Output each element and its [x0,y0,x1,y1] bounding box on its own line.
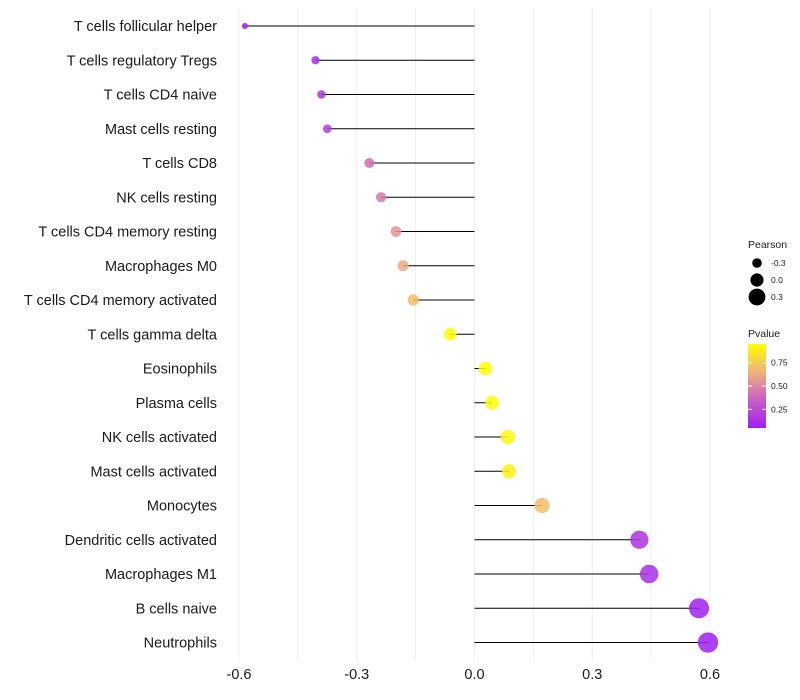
x-tick-label: 0.6 [700,667,720,683]
size-legend-key [750,273,764,287]
category-label-layer: T cells follicular helper T cells regulat… [24,19,218,652]
category-label: Neutrophils [144,636,217,652]
point-layer [241,22,719,653]
size-legend-title: Pearson [748,239,787,251]
category-label: Mast cells activated [90,464,217,480]
category-label: B cells naive [136,601,217,617]
category-label: Monocytes [147,499,217,515]
category-label: Mast cells resting [105,122,217,138]
category-label: Macrophages M1 [105,567,217,583]
category-label: NK cells activated [102,430,217,446]
category-label: T cells CD4 memory resting [38,225,217,241]
color-legend-colorbar [748,344,766,428]
category-label: Plasma cells [136,396,217,412]
category-label: T cells gamma delta [88,327,218,343]
segment-layer [244,25,709,643]
category-label: T cells CD4 naive [104,88,217,104]
lollipop-point [485,395,500,410]
size-legend-label: 0.0 [771,275,783,285]
color-legend-label: 0.25 [771,404,788,414]
color-legend-label: 0.50 [771,381,788,391]
lollipop-point [397,260,409,272]
lollipop-point [639,564,659,584]
lollipop-point [317,90,326,99]
category-label: T cells CD8 [142,156,217,172]
x-tick-label-layer: -0.6 -0.3 0.0 0.3 0.6 [227,667,721,683]
category-label: T cells regulatory Tregs [67,53,217,69]
lollipop-point [500,429,515,445]
lollipop-point [697,632,719,653]
lollipop-point [311,56,320,65]
category-label: T cells CD4 memory activated [24,293,217,309]
color-legend-title: Pvalue [748,328,780,340]
x-tick-label: -0.6 [227,667,252,683]
lollipop-point [407,294,419,306]
lollipop-point [443,328,457,341]
legend: Pearson -0.3 0.0 0.3 Pvalue 0.25 0.50 0.75 [748,239,788,428]
category-label: Eosinophils [143,362,217,378]
lollipop-point [375,192,387,203]
lollipop-point [322,124,332,134]
lollipop-point [501,464,517,479]
size-legend-key [752,258,762,268]
color-legend-items: 0.25 0.50 0.75 [748,358,788,414]
category-label: NK cells resting [116,190,217,206]
lollipop-point [688,598,710,619]
category-label: T cells follicular helper [74,19,217,35]
size-legend-label: 0.3 [771,292,783,302]
x-tick-label: -0.3 [344,667,369,683]
lollipop-point [630,530,649,549]
category-label: Dendritic cells activated [65,533,217,549]
color-legend-label: 0.75 [771,358,788,368]
lollipop-point [241,22,248,30]
lollipop-point [534,497,550,514]
size-legend-items: -0.3 0.0 0.3 [748,258,786,306]
x-tick-label: 0.3 [582,667,602,683]
x-tick-label: 0.0 [464,667,484,683]
lollipop-point [478,361,493,376]
category-label: Macrophages M0 [105,259,217,275]
lollipop-point [390,226,402,237]
lollipop-point [364,158,375,168]
size-legend-key [748,288,766,306]
size-legend-label: -0.3 [771,258,786,268]
